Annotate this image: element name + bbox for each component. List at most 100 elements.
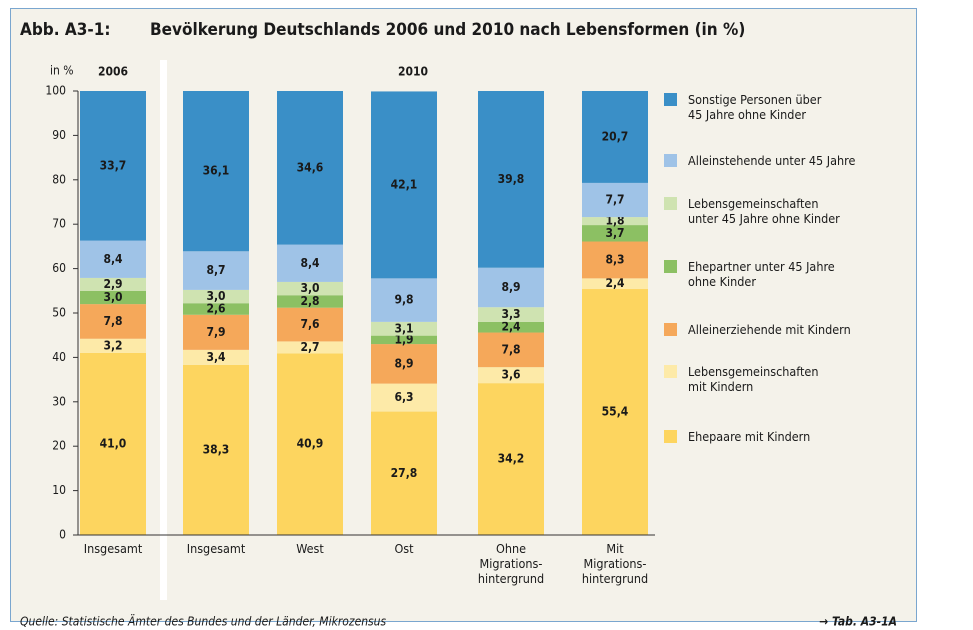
chart-title: Bevölkerung Deutschlands 2006 und 2010 n… <box>150 20 745 40</box>
value-label: 8,4 <box>103 252 123 266</box>
value-label: 2,4 <box>501 320 521 334</box>
y-tick-label: 50 <box>52 306 66 320</box>
bar-segment <box>80 277 146 291</box>
value-label: 42,1 <box>391 177 418 191</box>
separator <box>160 60 167 600</box>
bar-segment <box>277 295 343 308</box>
x-tick-label: Ost <box>394 541 414 556</box>
bar-segment <box>183 349 249 365</box>
y-tick-label: 40 <box>52 350 66 364</box>
group-label: 2010 <box>398 65 428 79</box>
bar-segment <box>478 332 544 368</box>
bar-segment <box>371 411 437 535</box>
bar-segment <box>478 267 544 308</box>
value-label: 36,1 <box>203 164 230 178</box>
y-tick-label: 100 <box>45 84 66 98</box>
value-label: 27,8 <box>391 466 418 480</box>
value-label: 55,4 <box>602 405 629 419</box>
bar-segment <box>277 91 343 245</box>
bar-segment <box>478 367 544 384</box>
legend-label: Alleinstehende unter 45 Jahre <box>688 153 856 168</box>
bar-segment <box>582 278 648 290</box>
legend-swatch <box>664 154 677 167</box>
bar-segment <box>277 341 343 354</box>
bar-segment <box>371 335 437 345</box>
value-label: 7,8 <box>103 314 122 328</box>
value-label: 2,7 <box>300 340 319 354</box>
bar-segment <box>371 344 437 384</box>
reference: → Tab. A3-1A <box>819 615 897 629</box>
bar-segment <box>582 241 648 279</box>
bar-segment <box>371 278 437 322</box>
legend-label: Sonstige Personen über 45 Jahre ohne Kin… <box>688 92 822 122</box>
legend-swatch <box>664 260 677 273</box>
bar-segment <box>80 91 146 241</box>
bar-segment <box>277 281 343 296</box>
bar-segment <box>478 307 544 322</box>
legend-swatch <box>664 93 677 106</box>
source: Quelle: Statistische Ämter des Bundes un… <box>20 614 387 629</box>
value-label: 3,6 <box>501 368 520 382</box>
legend-swatch <box>664 430 677 443</box>
bar-segment <box>80 304 146 339</box>
bar-segment <box>80 338 146 353</box>
figure-label: Abb. A3-1: <box>20 20 110 40</box>
value-label: 3,0 <box>103 290 122 304</box>
group-label: 2006 <box>98 65 128 79</box>
x-tick-label: Mit Migrations- hintergrund <box>581 541 649 586</box>
x-tick-label: West <box>296 541 324 556</box>
bar-segment <box>183 251 249 290</box>
value-label: 3,1 <box>394 321 413 335</box>
value-label: 34,2 <box>498 452 525 466</box>
y-tick-label: 0 <box>59 528 66 542</box>
value-label: 3,0 <box>206 289 225 303</box>
value-label: 8,4 <box>300 256 320 270</box>
bar-segment <box>80 352 146 535</box>
y-axis-label: in % <box>50 64 74 78</box>
bar-segment <box>277 244 343 282</box>
value-label: 38,3 <box>203 442 230 456</box>
value-label: 8,9 <box>394 356 413 370</box>
value-label: 33,7 <box>100 158 127 172</box>
y-tick-label: 70 <box>52 217 66 231</box>
bar-segment <box>183 314 249 350</box>
value-label: 2,6 <box>206 302 225 316</box>
legend-swatch <box>664 197 677 210</box>
y-tick-label: 80 <box>52 172 66 186</box>
bar-segment <box>478 383 544 535</box>
bar-segment <box>183 364 249 535</box>
y-tick-label: 10 <box>52 483 66 497</box>
bar-segment <box>371 383 437 412</box>
value-label: 7,6 <box>300 317 319 331</box>
y-tick-label: 60 <box>52 261 66 275</box>
value-label: 40,9 <box>297 437 324 451</box>
x-tick-label: Insgesamt <box>186 541 246 556</box>
bar-segment <box>478 91 544 268</box>
y-tick-label: 20 <box>52 439 66 453</box>
value-label: 8,9 <box>501 280 520 294</box>
bar-segment <box>183 303 249 315</box>
value-label: 39,8 <box>498 172 525 186</box>
value-label: 8,3 <box>605 252 624 266</box>
x-tick-label: Insgesamt <box>83 541 143 556</box>
value-label: 3,7 <box>605 226 624 240</box>
value-label: 3,2 <box>103 338 122 352</box>
bar-segment <box>80 240 146 278</box>
bar-segment <box>582 91 648 183</box>
value-label: 8,7 <box>206 263 225 277</box>
value-label: 2,4 <box>605 276 625 290</box>
bar-segment <box>371 321 437 336</box>
value-label: 3,3 <box>501 307 520 321</box>
bar-segment <box>80 290 146 305</box>
legend-label: Alleinerziehende mit Kindern <box>688 322 851 337</box>
bar-segment <box>371 91 437 279</box>
bar-segment <box>183 91 249 252</box>
value-label: 3,0 <box>300 281 319 295</box>
bar-segment <box>478 321 544 333</box>
value-label: 9,8 <box>394 293 413 307</box>
value-label: 34,6 <box>297 160 324 174</box>
bar-segment <box>582 289 648 535</box>
value-label: 20,7 <box>602 129 629 143</box>
